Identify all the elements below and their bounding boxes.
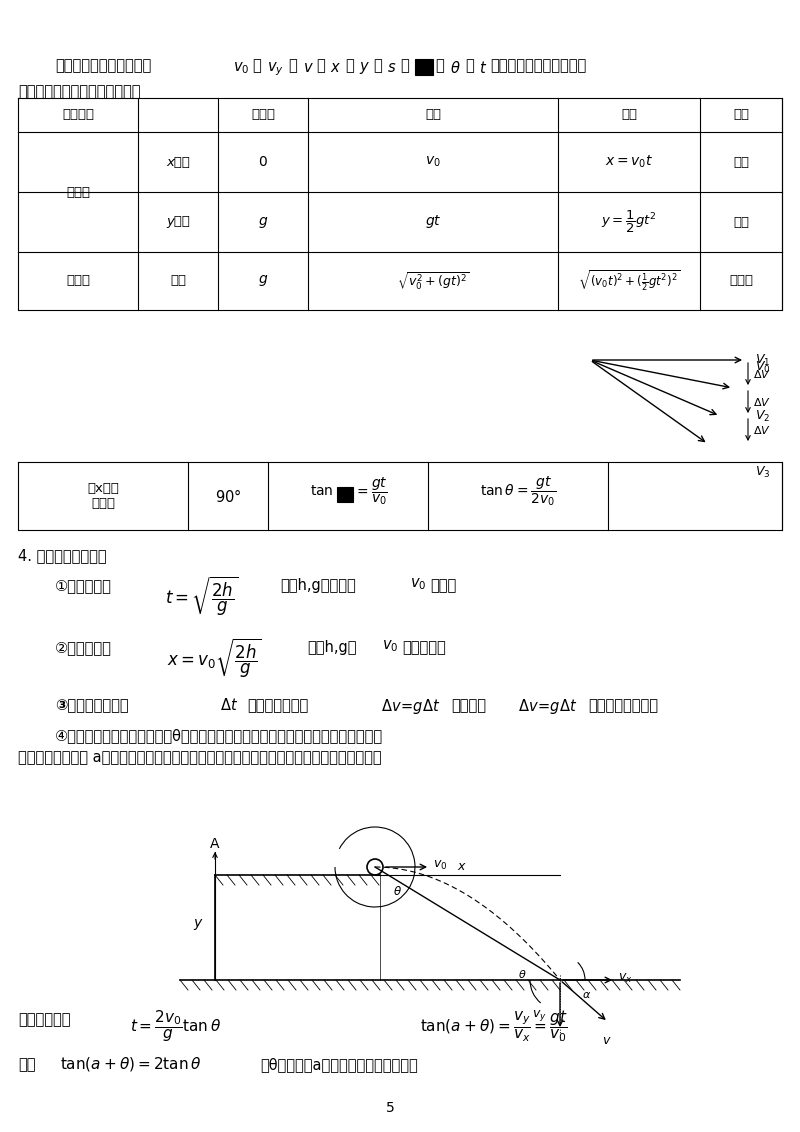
Text: ，θ为定值故a也是定值，与速度无关。: ，θ为定值故a也是定值，与速度无关。	[260, 1057, 418, 1072]
Text: $\tan\theta=\dfrac{gt}{2v_0}$: $\tan\theta=\dfrac{gt}{2v_0}$	[480, 474, 556, 508]
Text: $V_1$: $V_1$	[755, 352, 770, 368]
Text: 速度: 速度	[425, 109, 441, 121]
Text: 运动分类: 运动分类	[62, 109, 94, 121]
Text: $g$: $g$	[258, 274, 268, 289]
Text: $\theta$: $\theta$	[450, 60, 461, 76]
Text: $\Delta V$: $\Delta V$	[753, 424, 771, 436]
Text: $v_0$: $v_0$	[410, 576, 426, 592]
FancyBboxPatch shape	[415, 59, 433, 75]
Text: y: y	[193, 917, 201, 931]
Text: $s$: $s$	[387, 60, 396, 75]
Text: 直线: 直线	[733, 155, 749, 169]
Text: ③任何相等的时间: ③任何相等的时间	[55, 698, 129, 713]
Text: $\alpha$: $\alpha$	[582, 990, 591, 1000]
Text: A: A	[210, 837, 219, 851]
Text: $v_y$: $v_y$	[267, 60, 284, 78]
Text: $\tan$: $\tan$	[310, 484, 334, 498]
Text: 抛物线: 抛物线	[729, 274, 753, 288]
Text: 5: 5	[386, 1101, 394, 1115]
Text: $V_3$: $V_3$	[755, 464, 770, 480]
Text: $x=v_0 t$: $x=v_0 t$	[605, 154, 653, 170]
Text: $\theta$: $\theta$	[518, 968, 526, 980]
Text: $y=\dfrac{1}{2}gt^2$: $y=\dfrac{1}{2}gt^2$	[601, 209, 657, 235]
Text: $\alpha$: $\alpha$	[338, 488, 347, 501]
Text: ④以不同的初速度，从倾角为θ的斜面上沿水平方向抛出的物体，再次落到斜面上时: ④以不同的初速度，从倾角为θ的斜面上沿水平方向抛出的物体，再次落到斜面上时	[55, 728, 383, 743]
Text: ，由h,g决定，与: ，由h,g决定，与	[280, 578, 356, 593]
Text: y方向: y方向	[166, 215, 190, 229]
Text: 任意两个，可以求出其它六个。: 任意两个，可以求出其它六个。	[18, 84, 141, 98]
Text: 与x方向
的夹角: 与x方向 的夹角	[87, 482, 119, 511]
Text: $g$: $g$	[258, 214, 268, 230]
Text: 、: 、	[373, 58, 382, 72]
Text: 合运动: 合运动	[66, 274, 90, 288]
Text: $\Delta v\!=\!g\Delta t$: $\Delta v\!=\!g\Delta t$	[381, 697, 440, 717]
Text: 如上图：所以: 如上图：所以	[18, 1012, 70, 1027]
Text: 、: 、	[435, 58, 444, 72]
Text: 大小: 大小	[170, 274, 186, 288]
Text: $\alpha$: $\alpha$	[416, 60, 426, 72]
Text: $\Delta t$: $\Delta t$	[220, 697, 238, 713]
Text: $\sqrt{v_0^2+(gt)^2}$: $\sqrt{v_0^2+(gt)^2}$	[397, 271, 470, 292]
Text: $v_x$: $v_x$	[618, 972, 633, 985]
Text: $v_0$: $v_0$	[425, 155, 441, 169]
Text: 直线: 直线	[733, 215, 749, 229]
Text: 、: 、	[465, 58, 474, 72]
Text: 速度与斜面的夹角 a相同，与初速度无关。（飞行的时间与速度有关，速度越大时间越长。）: 速度与斜面的夹角 a相同，与初速度无关。（飞行的时间与速度有关，速度越大时间越长…	[18, 751, 382, 765]
Text: $t=\sqrt{\dfrac{2h}{g}}$: $t=\sqrt{\dfrac{2h}{g}}$	[165, 575, 238, 618]
Text: 位移: 位移	[621, 109, 637, 121]
Text: 、: 、	[316, 58, 325, 72]
Text: $0$: $0$	[258, 155, 268, 169]
Text: ，已知这八个物理量中的: ，已知这八个物理量中的	[490, 58, 586, 72]
Text: $=\dfrac{gt}{v_0}$: $=\dfrac{gt}{v_0}$	[354, 475, 388, 507]
Text: 、: 、	[345, 58, 354, 72]
Text: 内，速度改变量: 内，速度改变量	[247, 698, 308, 713]
Text: $V_0$: $V_0$	[755, 360, 770, 375]
Text: $v$: $v$	[602, 1034, 611, 1047]
Text: $v_0$: $v_0$	[382, 638, 398, 653]
Text: x方向: x方向	[166, 155, 190, 169]
Text: $v_0$: $v_0$	[433, 859, 447, 872]
Text: $x=v_0\sqrt{\dfrac{2h}{g}}$: $x=v_0\sqrt{\dfrac{2h}{g}}$	[167, 637, 262, 680]
Text: x: x	[458, 860, 465, 873]
Text: ②水平射程：: ②水平射程：	[55, 640, 112, 655]
Text: $v$: $v$	[303, 60, 314, 75]
Text: $\Delta V$: $\Delta V$	[753, 368, 771, 380]
FancyBboxPatch shape	[337, 487, 353, 501]
Text: 4. 平抛运动的结论：: 4. 平抛运动的结论：	[18, 548, 106, 563]
Text: $gt$: $gt$	[425, 214, 442, 231]
Text: ①运行时间：: ①运行时间：	[55, 578, 112, 593]
Text: $\tan(a+\theta)=\dfrac{v_y}{v_x}=\dfrac{gt}{v_0}$: $\tan(a+\theta)=\dfrac{v_y}{v_x}=\dfrac{…	[420, 1009, 568, 1045]
Text: 分运动: 分运动	[66, 186, 90, 198]
Text: $x$: $x$	[330, 60, 341, 75]
Text: $t=\dfrac{2v_0}{g}\tan\theta$: $t=\dfrac{2v_0}{g}\tan\theta$	[130, 1009, 221, 1045]
Text: 共同决定。: 共同决定。	[402, 640, 446, 655]
Text: $v_y$: $v_y$	[532, 1007, 546, 1023]
Text: 、: 、	[288, 58, 297, 72]
Text: 、: 、	[252, 58, 261, 72]
Text: $\tan(a+\theta)=2\tan\theta$: $\tan(a+\theta)=2\tan\theta$	[60, 1055, 202, 1073]
Text: $90°$: $90°$	[214, 488, 242, 505]
Text: $v_0$: $v_0$	[233, 60, 250, 76]
Text: $y$: $y$	[359, 60, 370, 76]
Text: $\Delta v\!=\!g\Delta t$: $\Delta v\!=\!g\Delta t$	[518, 697, 578, 717]
Text: 所以: 所以	[18, 1057, 35, 1072]
Text: 描绘平抛运动的物理量有: 描绘平抛运动的物理量有	[55, 58, 151, 72]
Text: $V_2$: $V_2$	[755, 409, 770, 423]
Text: $t$: $t$	[479, 60, 487, 76]
Text: ，方向竖直向下。: ，方向竖直向下。	[588, 698, 658, 713]
Text: ，由h,g，: ，由h,g，	[307, 640, 357, 655]
Text: $\theta$: $\theta$	[393, 885, 402, 898]
Text: 无关。: 无关。	[430, 578, 456, 593]
Text: $\sqrt{(v_0 t)^2+(\frac{1}{2}gt^2)^2}$: $\sqrt{(v_0 t)^2+(\frac{1}{2}gt^2)^2}$	[578, 268, 680, 293]
Text: 、: 、	[400, 58, 409, 72]
Text: 加速度: 加速度	[251, 109, 275, 121]
Text: 相等，且: 相等，且	[451, 698, 486, 713]
Text: $\Delta V$: $\Delta V$	[753, 396, 771, 408]
Text: 轨迹: 轨迹	[733, 109, 749, 121]
